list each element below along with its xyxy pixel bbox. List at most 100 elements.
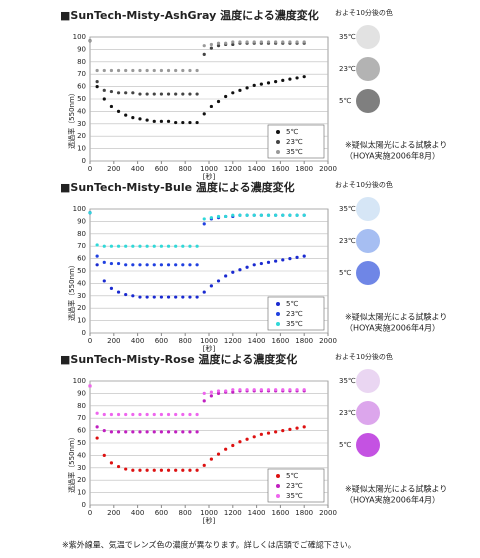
data-point — [152, 119, 156, 123]
data-point — [138, 244, 142, 248]
data-point — [138, 412, 142, 417]
x-tick-label: 1000 — [200, 509, 218, 517]
x-tick-label: 2000 — [319, 165, 337, 173]
data-point — [109, 68, 114, 73]
data-point — [202, 112, 206, 116]
data-point — [202, 391, 206, 395]
data-point — [95, 411, 99, 415]
data-point — [195, 68, 199, 73]
data-point — [252, 435, 256, 439]
data-point — [181, 92, 185, 96]
y-tick-label: 40 — [77, 451, 86, 459]
chart-title: ■SunTech-Misty-AshGray 温度による濃度変化 — [60, 8, 319, 22]
x-tick-label: 1200 — [224, 509, 242, 517]
data-point — [202, 290, 206, 294]
data-point — [124, 68, 128, 73]
data-point — [209, 104, 213, 109]
swatch — [356, 433, 380, 457]
data-point — [181, 263, 185, 267]
data-point — [152, 468, 156, 472]
data-point — [131, 91, 135, 95]
y-tick-label: 60 — [77, 83, 86, 91]
data-point — [124, 91, 128, 95]
x-tick-label: 1400 — [248, 337, 266, 345]
y-tick-label: 50 — [77, 267, 86, 275]
data-point — [159, 430, 163, 434]
x-tick-label: 1800 — [295, 509, 313, 517]
data-point — [109, 286, 114, 290]
data-point — [245, 40, 249, 44]
note: ※疑似太陽光による試験より — [345, 140, 447, 150]
data-point — [102, 68, 106, 73]
x-axis-label: [秒] — [203, 172, 216, 181]
data-point — [145, 295, 149, 299]
data-point — [102, 88, 106, 92]
data-point — [138, 468, 142, 472]
y-tick-label: 60 — [77, 427, 86, 435]
y-tick-label: 90 — [77, 217, 86, 225]
data-point — [181, 430, 185, 434]
data-point — [302, 40, 306, 44]
swatch-label: 23℃ — [339, 65, 356, 73]
data-point — [159, 412, 163, 417]
swatch-label: 5℃ — [339, 97, 351, 105]
swatch — [356, 229, 380, 253]
swatch-label: 35℃ — [339, 33, 356, 41]
data-point — [116, 290, 121, 294]
data-point — [124, 244, 128, 248]
swatch-label: 35℃ — [339, 205, 356, 213]
data-point — [195, 430, 199, 434]
data-point — [202, 217, 206, 221]
swatch-label: 5℃ — [339, 441, 351, 449]
data-point — [302, 254, 306, 258]
data-point — [131, 468, 135, 472]
x-tick-label: 1800 — [295, 337, 313, 345]
data-point — [138, 295, 142, 299]
x-tick-label: 2000 — [319, 509, 337, 517]
data-point — [209, 46, 213, 50]
data-point — [266, 260, 271, 264]
data-point — [231, 443, 235, 448]
data-point — [159, 119, 163, 123]
data-point — [281, 213, 285, 217]
data-point — [245, 437, 249, 441]
data-point — [131, 116, 135, 120]
data-point — [174, 68, 178, 73]
legend-label: 35℃ — [286, 492, 303, 500]
data-point — [145, 263, 149, 267]
data-point — [224, 447, 228, 451]
swatch — [356, 401, 380, 425]
y-tick-label: 10 — [77, 489, 86, 497]
data-point — [124, 467, 128, 471]
data-point — [238, 440, 242, 444]
y-tick-label: 80 — [77, 58, 86, 66]
data-point — [124, 263, 128, 267]
data-point — [209, 457, 213, 461]
data-point — [295, 388, 299, 392]
data-point — [131, 294, 135, 298]
data-point — [266, 213, 271, 217]
data-point — [138, 117, 142, 121]
chart-title: ■SunTech-Misty-Rose 温度による濃度変化 — [60, 352, 297, 366]
x-tick-label: 1000 — [200, 165, 218, 173]
data-point — [95, 85, 99, 89]
data-point — [116, 68, 121, 73]
data-point — [188, 92, 192, 96]
data-point — [288, 427, 292, 431]
data-point — [102, 260, 106, 264]
data-point — [195, 412, 199, 417]
data-point — [181, 468, 185, 472]
data-point — [102, 97, 106, 101]
data-point — [274, 213, 278, 217]
y-tick-label: 90 — [77, 45, 86, 53]
data-point — [174, 244, 178, 248]
data-point — [181, 244, 185, 248]
y-tick-label: 20 — [77, 476, 86, 484]
data-point — [209, 216, 213, 220]
legend-marker — [276, 312, 280, 316]
legend-marker — [276, 474, 280, 478]
y-axis-label: 透過率（550nm） — [67, 89, 76, 149]
data-point — [188, 295, 192, 299]
y-tick-label: 50 — [77, 439, 86, 447]
